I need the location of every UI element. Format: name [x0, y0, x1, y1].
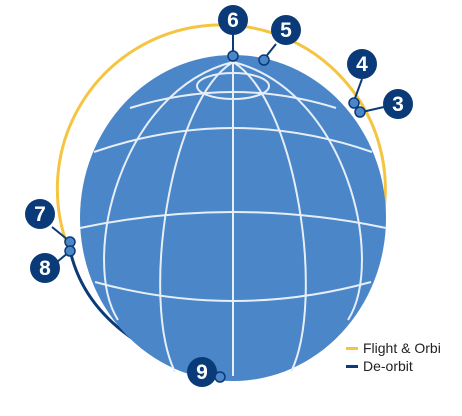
- flight-orbit-path: [55, 23, 387, 248]
- marker-8: 8: [30, 245, 76, 283]
- longitude-lines: [103, 61, 363, 376]
- marker-5-label: 5: [280, 19, 292, 42]
- legend-item-flight-orbit: Flight & Orbi: [346, 339, 441, 357]
- marker-9-label: 9: [196, 361, 208, 384]
- marker-3-label: 3: [392, 93, 404, 116]
- legend-swatch-flight-orbit: [346, 346, 358, 350]
- marker-8-label: 8: [39, 257, 51, 280]
- marker-4: 4: [347, 49, 377, 109]
- legend-item-de-orbit: De-orbit: [346, 357, 441, 375]
- marker-6-label: 6: [227, 9, 239, 32]
- legend-label-de-orbit: De-orbit: [363, 358, 413, 374]
- marker-6: 6: [218, 5, 248, 62]
- marker-4-label: 4: [356, 53, 368, 76]
- legend: Flight & Orbi De-orbit: [346, 339, 441, 375]
- marker-5: 5: [258, 15, 301, 66]
- marker-7: 7: [25, 199, 76, 248]
- marker-9: 9: [187, 357, 226, 387]
- marker-3: 3: [354, 89, 413, 119]
- legend-swatch-de-orbit: [346, 364, 358, 368]
- legend-label-flight-orbit: Flight & Orbi: [363, 340, 441, 356]
- marker-7-label: 7: [34, 203, 46, 226]
